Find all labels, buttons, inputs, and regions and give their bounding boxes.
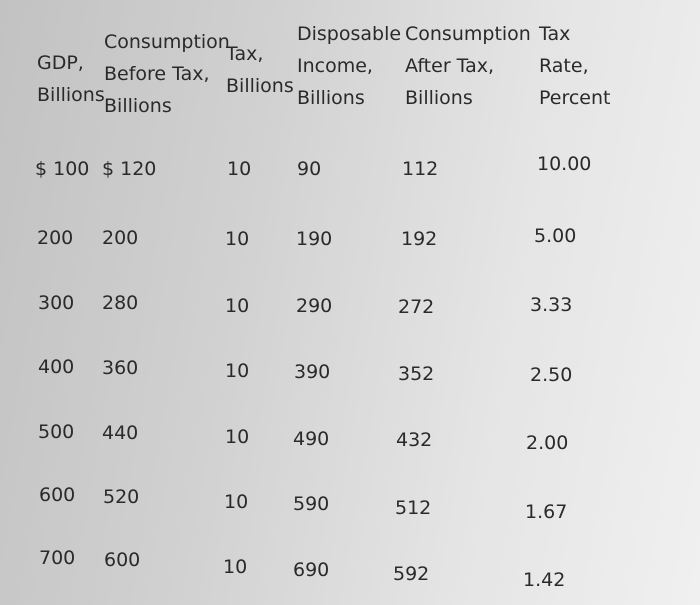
cell-consumption-after: 592 bbox=[393, 563, 430, 585]
header-consumption-after-tax: Consumption After Tax, Billions bbox=[405, 23, 531, 109]
cell-gdp: 600 bbox=[39, 484, 76, 506]
cell-consumption-before: 280 bbox=[102, 292, 139, 314]
cell-gdp: 400 bbox=[38, 356, 75, 378]
cell-tax-rate: 5.00 bbox=[534, 225, 577, 247]
header-consumption-before-tax: Consumption Before Tax, Billions bbox=[104, 31, 230, 117]
cell-consumption-before: 360 bbox=[102, 357, 139, 379]
cell-tax: 10 bbox=[223, 556, 248, 578]
cell-tax-rate: 1.67 bbox=[525, 501, 568, 523]
cell-gdp: 700 bbox=[39, 547, 76, 569]
cell-tax: 10 bbox=[227, 158, 252, 180]
cell-tax-rate: 2.00 bbox=[526, 432, 569, 454]
cell-consumption-before: 520 bbox=[103, 486, 140, 508]
cell-gdp: 500 bbox=[38, 421, 75, 443]
header-disposable-income: Disposable Income, Billions bbox=[297, 23, 402, 109]
cell-tax: 10 bbox=[225, 360, 250, 382]
cell-disposable: 590 bbox=[293, 493, 330, 515]
cell-consumption-after: 352 bbox=[398, 363, 435, 385]
cell-consumption-after: 512 bbox=[395, 497, 432, 519]
cell-tax-rate: 10.00 bbox=[537, 153, 592, 175]
cell-tax-rate: 2.50 bbox=[530, 364, 573, 386]
cell-disposable: 290 bbox=[296, 295, 333, 317]
cell-gdp: $ 100 bbox=[35, 158, 90, 180]
cell-gdp: 300 bbox=[38, 292, 75, 314]
cell-disposable: 690 bbox=[293, 559, 330, 581]
cell-consumption-before: $ 120 bbox=[102, 158, 157, 180]
cell-consumption-after: 432 bbox=[396, 429, 433, 451]
cell-consumption-before: 200 bbox=[102, 227, 139, 249]
cell-consumption-before: 440 bbox=[102, 422, 139, 444]
header-gdp: GDP, Billions bbox=[37, 52, 105, 106]
header-tax-rate: Tax Rate, Percent bbox=[539, 23, 611, 109]
cell-disposable: 490 bbox=[293, 428, 330, 450]
cell-disposable: 90 bbox=[297, 158, 322, 180]
cell-disposable: 190 bbox=[296, 228, 333, 250]
cell-consumption-before: 600 bbox=[104, 549, 141, 571]
cell-tax-rate: 3.33 bbox=[530, 294, 573, 316]
cell-tax: 10 bbox=[225, 295, 250, 317]
cell-disposable: 390 bbox=[294, 361, 331, 383]
cell-consumption-after: 272 bbox=[398, 296, 435, 318]
cell-gdp: 200 bbox=[37, 227, 74, 249]
cell-tax: 10 bbox=[225, 228, 250, 250]
cell-consumption-after: 192 bbox=[401, 228, 438, 250]
header-tax: Tax, Billions bbox=[226, 43, 294, 97]
cell-consumption-after: 112 bbox=[402, 158, 439, 180]
cell-tax: 10 bbox=[225, 426, 250, 448]
cell-tax-rate: 1.42 bbox=[523, 569, 566, 591]
cell-tax: 10 bbox=[224, 491, 249, 513]
